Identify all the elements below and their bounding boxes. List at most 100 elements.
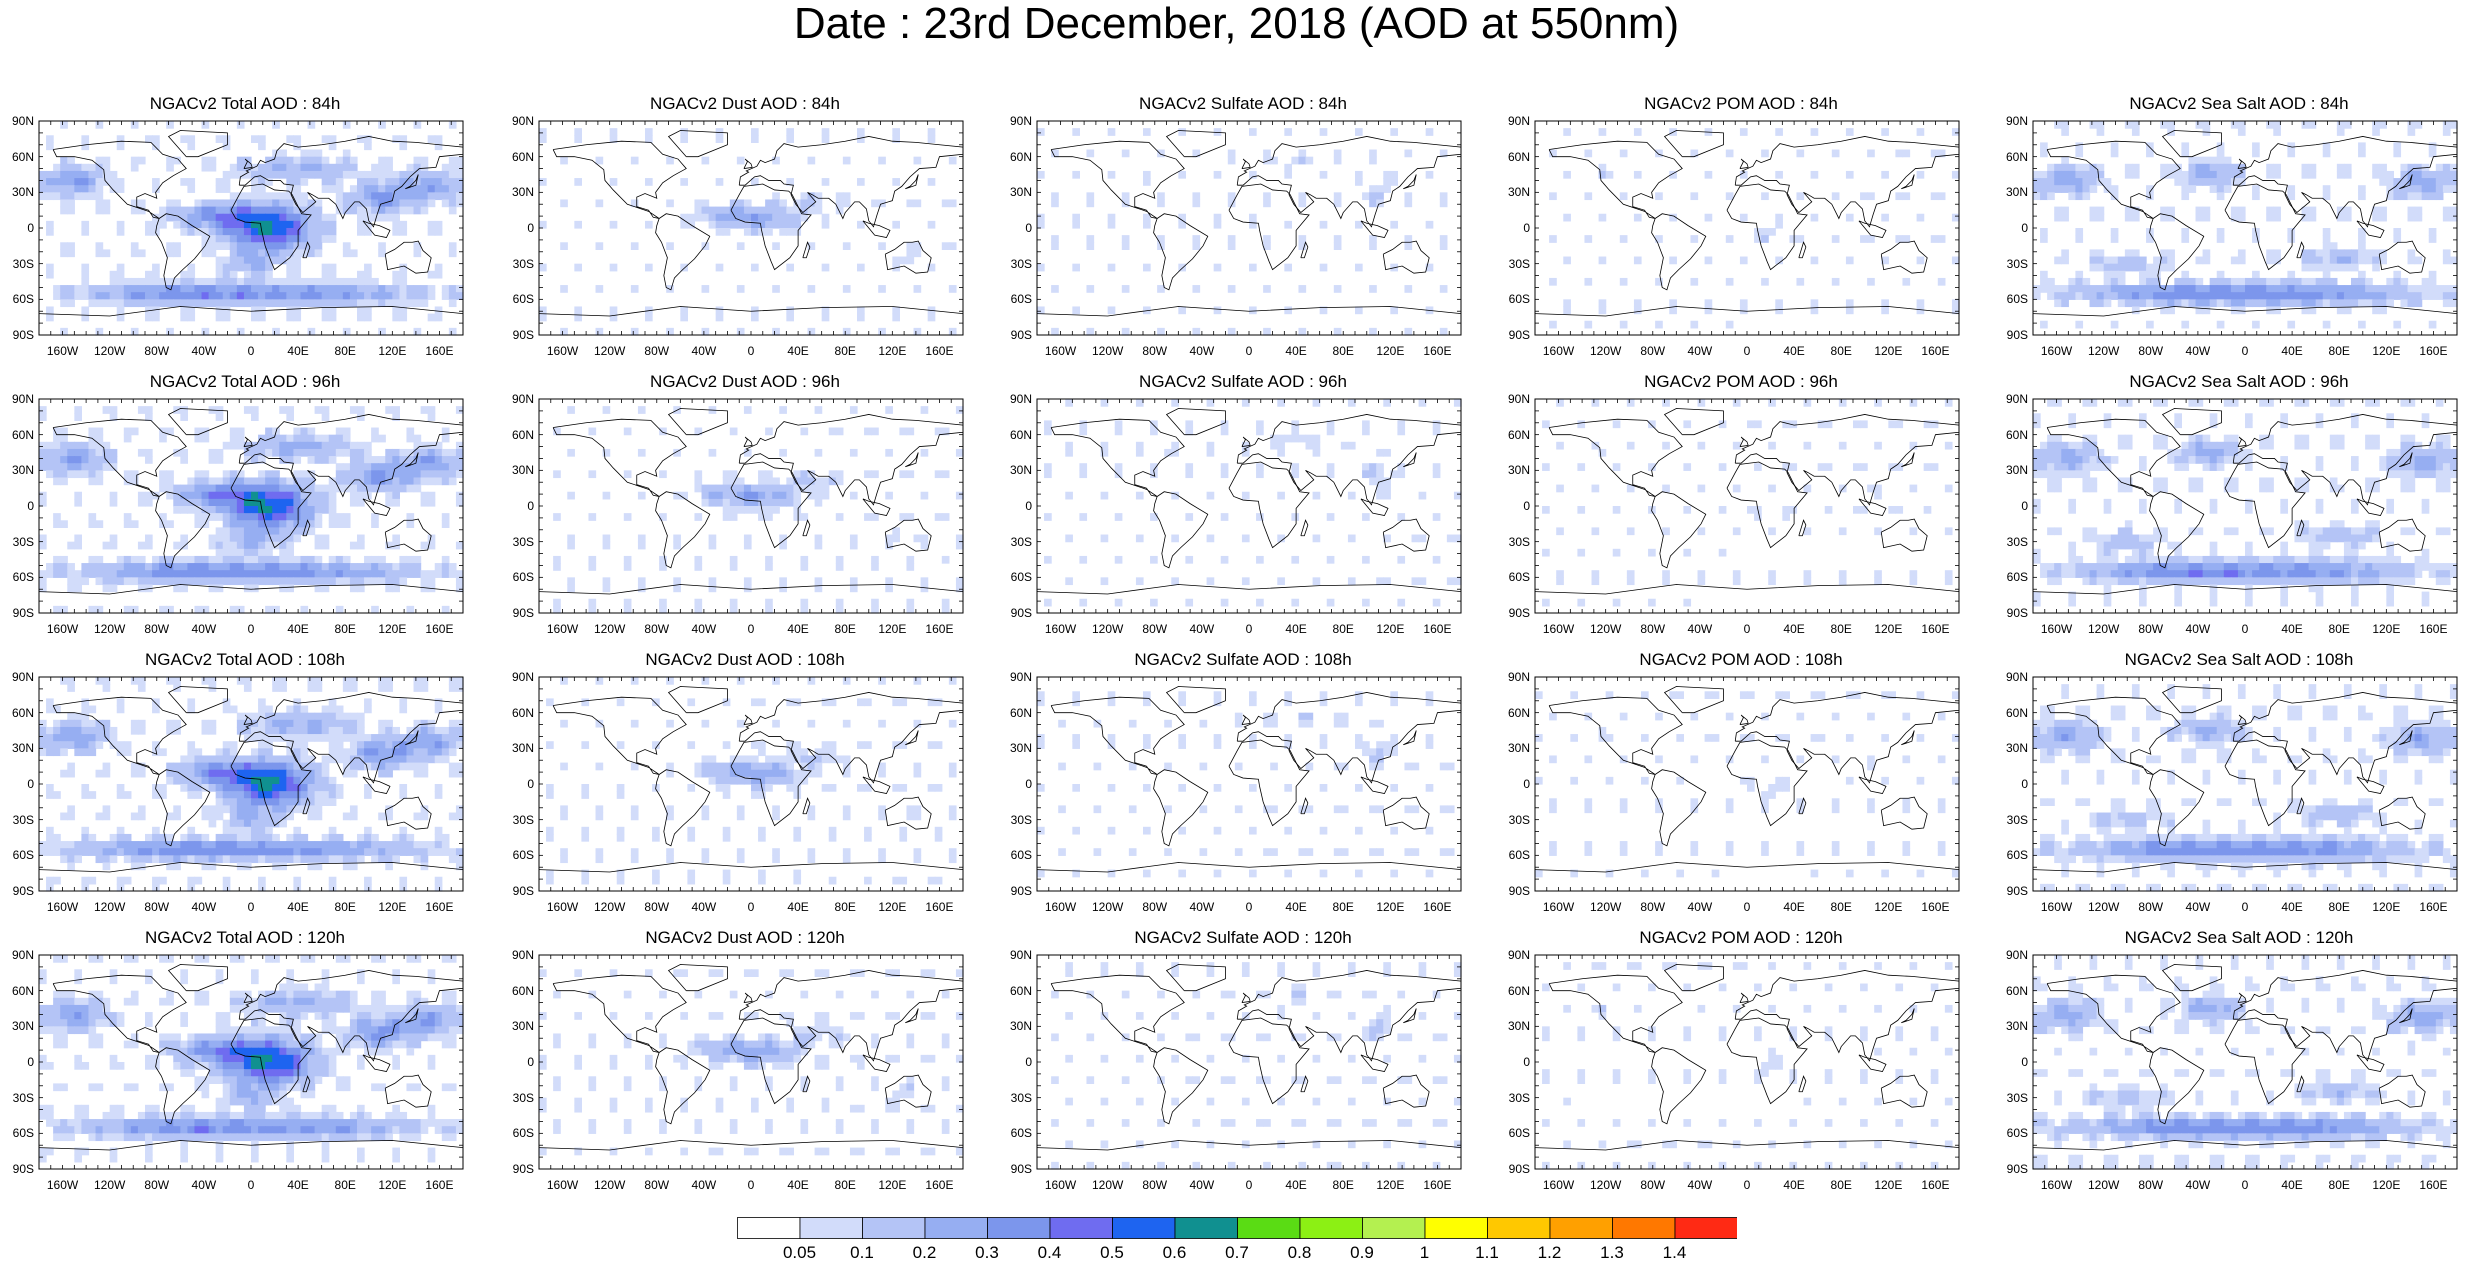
aod-cell [1454,399,1462,407]
aod-cell [378,185,386,193]
aod-cell [1207,449,1215,457]
aod-cell [1796,235,1804,243]
aod-cell [1277,442,1285,450]
aod-cell [2400,399,2408,407]
aod-cell [1256,420,1264,428]
aod-cell [392,406,400,414]
aod-cell [428,135,436,143]
aod-cell [2443,128,2451,136]
aod-cell [110,185,118,193]
aod-cell [2196,257,2204,265]
lat-tick-label: 90N [1496,114,1530,128]
aod-cell [399,470,407,478]
aod-cell [744,535,752,543]
aod-cell [2082,178,2090,186]
aod-cell [230,264,238,272]
aod-cell [1115,420,1123,428]
aod-cell [624,513,632,521]
aod-cell [456,542,464,550]
aod-cell [202,121,210,129]
aod-cell [103,542,111,550]
aod-cell [2344,214,2352,222]
aod-cell [244,406,252,414]
aod-cell [2097,257,2105,265]
aod-cell [74,192,82,200]
aod-cell [2174,463,2182,471]
aod-cell [230,249,238,257]
aod-cell [237,442,245,450]
aod-cell [223,228,231,236]
aod-cell [2217,228,2225,236]
aod-cell [1917,128,1925,136]
aod-cell [343,242,351,250]
aod-cell [2047,171,2055,179]
aod-cell [2259,477,2267,485]
aod-cell [293,242,301,250]
aod-cell [138,449,146,457]
aod-cell [308,435,316,443]
aod-cell [2040,463,2048,471]
aod-cell [67,449,75,457]
aod-cell [645,178,653,186]
panel-title: NGACv2 Dust AOD : 84h [500,94,990,114]
aod-cell [539,264,547,272]
aod-cell [202,492,210,500]
aod-cell [2408,121,2416,129]
aod-cell [2309,214,2317,222]
coastline [1403,175,1416,189]
aod-cell [124,513,132,521]
aod-cell [1825,463,1833,471]
aod-cell [265,506,273,514]
aod-cell [779,492,787,500]
aod-cell [308,513,316,521]
aod-cell [1284,264,1292,272]
aod-cell [2203,257,2211,265]
aod-cell [2443,435,2451,443]
aod-cell [414,192,422,200]
aod-cell [399,228,407,236]
aod-cell [2443,442,2451,450]
aod-cell [1207,492,1215,500]
aod-cell [2408,470,2416,478]
aod-cell [2224,442,2232,450]
aod-cell [793,492,801,500]
lat-tick-label: 90N [998,392,1032,406]
aod-cell [2429,185,2437,193]
aod-cell [1284,435,1292,443]
panel-title: NGACv2 Dust AOD : 96h [500,372,990,392]
aod-cell [1207,399,1215,407]
aod-cell [1171,399,1179,407]
aod-cell [258,171,266,179]
aod-cell [539,135,547,143]
aod-cell [815,477,823,485]
aod-cell [81,185,89,193]
aod-cell [1390,221,1398,229]
aod-cell [2090,171,2098,179]
aod-cell [315,456,323,464]
aod-cell [2160,249,2168,257]
aod-cell [216,257,224,265]
aod-cell [2337,171,2345,179]
aod-cell [2097,463,2105,471]
aod-cell [1383,178,1391,186]
aod-cell [53,463,61,471]
aod-cell [1867,192,1875,200]
aod-cell [258,492,266,500]
aod-cell [2443,456,2451,464]
aod-cell [2450,178,2458,186]
aod-cell [2167,121,2175,129]
aod-cell [2365,442,2373,450]
aod-cell [2196,214,2204,222]
aod-cell [406,449,414,457]
aod-cell [2097,264,2105,272]
aod-cell [244,520,252,528]
aod-cell [1207,442,1215,450]
aod-cell [251,406,259,414]
aod-cell [2188,442,2196,450]
aod-cell [244,492,252,500]
aod-cell [843,157,851,165]
aod-cell [244,242,252,250]
aod-cell [1051,235,1059,243]
lat-tick-label: 60N [500,428,534,442]
